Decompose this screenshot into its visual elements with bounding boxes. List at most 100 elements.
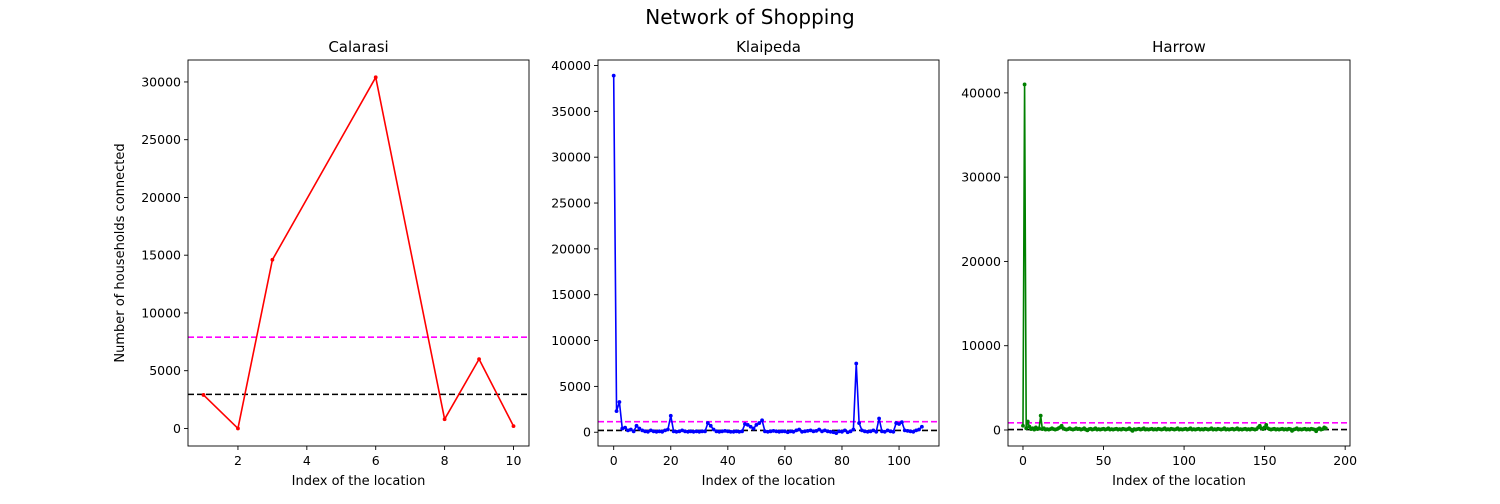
data-point: [201, 393, 206, 397]
data-point: [917, 427, 921, 432]
y-tick-label: 25000: [551, 196, 591, 211]
y-tick-label: 25000: [141, 132, 181, 147]
data-point: [700, 429, 705, 434]
data-point: [874, 429, 879, 434]
data-point: [634, 423, 639, 428]
data-point: [851, 427, 856, 432]
data-point: [694, 429, 699, 434]
y-tick-label: 30000: [551, 150, 591, 165]
data-point: [680, 428, 685, 433]
data-point: [865, 429, 870, 434]
data-point: [623, 425, 628, 430]
data-point: [1038, 413, 1043, 418]
x-axis-label: Index of the location: [1112, 474, 1246, 489]
data-point: [620, 426, 625, 431]
data-point: [651, 429, 656, 434]
data-point: [777, 429, 782, 434]
subplot-title: Harrow: [1152, 38, 1206, 56]
data-point: [1022, 82, 1027, 87]
data-point: [891, 429, 896, 434]
y-tick-label: 10000: [141, 305, 181, 320]
y-tick-label: 35000: [551, 104, 591, 119]
x-tick-label: 2: [234, 453, 242, 468]
data-point: [765, 429, 770, 434]
data-point: [666, 427, 670, 432]
x-tick-label: 0: [610, 453, 618, 468]
data-point: [671, 429, 676, 434]
data-point: [837, 429, 842, 434]
data-point: [805, 428, 810, 433]
data-point: [894, 421, 899, 425]
data-point: [834, 431, 839, 436]
data-point: [685, 429, 690, 434]
data-point: [1323, 426, 1328, 431]
data-point: [802, 429, 807, 434]
x-tick-label: 100: [1172, 453, 1196, 468]
data-point: [788, 429, 793, 434]
data-point: [771, 428, 776, 433]
y-tick-label: 20000: [551, 241, 591, 256]
data-point: [783, 429, 787, 434]
axes-frame: [187, 59, 530, 447]
y-tick-label: 20000: [961, 254, 1001, 269]
data-line: [1022, 83, 1327, 433]
data-point: [660, 429, 665, 434]
data-point: [919, 424, 924, 429]
data-point: [743, 422, 747, 426]
data-point: [857, 421, 861, 425]
data-point: [842, 428, 847, 433]
data-point: [714, 429, 719, 434]
x-tick-label: 8: [441, 453, 449, 468]
data-point: [708, 423, 713, 428]
data-point: [734, 429, 739, 434]
data-point: [723, 428, 727, 433]
data-point: [646, 429, 650, 434]
y-tick-label: 40000: [551, 58, 591, 73]
figure-title: Network of Shopping: [645, 5, 855, 29]
data-point: [697, 429, 702, 434]
data-point: [442, 417, 447, 422]
data-point: [731, 429, 736, 434]
data-point: [628, 427, 633, 432]
data-point: [905, 428, 910, 433]
data-point: [751, 426, 756, 431]
data-point: [882, 429, 887, 434]
data-line: [202, 76, 515, 430]
data-point: [811, 429, 816, 434]
data-point: [822, 428, 827, 433]
data-point: [511, 424, 516, 429]
data-point: [820, 429, 824, 434]
x-axis-label: Index of the location: [702, 474, 836, 489]
y-tick-label: 40000: [961, 85, 1001, 100]
y-tick-label: 10000: [551, 333, 591, 348]
data-point: [654, 429, 659, 434]
x-tick-label: 150: [1253, 453, 1277, 468]
data-point: [794, 428, 799, 433]
data-point: [373, 75, 378, 80]
data-point: [236, 426, 240, 431]
data-point: [908, 429, 913, 434]
data-point: [774, 429, 779, 434]
data-point: [745, 423, 750, 427]
data-point: [780, 429, 784, 434]
data-point: [885, 428, 890, 433]
data-point: [691, 429, 696, 434]
y-tick-label: 10000: [961, 338, 1001, 353]
data-point: [862, 429, 867, 434]
data-point: [914, 428, 919, 433]
x-tick-label: 60: [777, 453, 793, 468]
data-point: [800, 429, 804, 434]
data-point: [705, 421, 710, 425]
y-tick-label: 5000: [149, 363, 181, 378]
subplot-1: 2 4 6 8 10 0 5000 10000 15000 20000 25000 30000 Cala…: [113, 38, 530, 489]
data-point: [831, 430, 836, 435]
subplot-3: 0 50 100 150 200 0 10000 20000 30000 40000 Harrow I…: [961, 38, 1357, 489]
data-point: [902, 428, 907, 433]
subplot-title: Calarasi: [328, 38, 388, 56]
data-point: [688, 429, 693, 434]
data-point: [631, 429, 636, 434]
axes-frame: [597, 59, 940, 447]
y-tick-label: 15000: [141, 248, 181, 263]
y-tick-label: 0: [993, 422, 1001, 437]
